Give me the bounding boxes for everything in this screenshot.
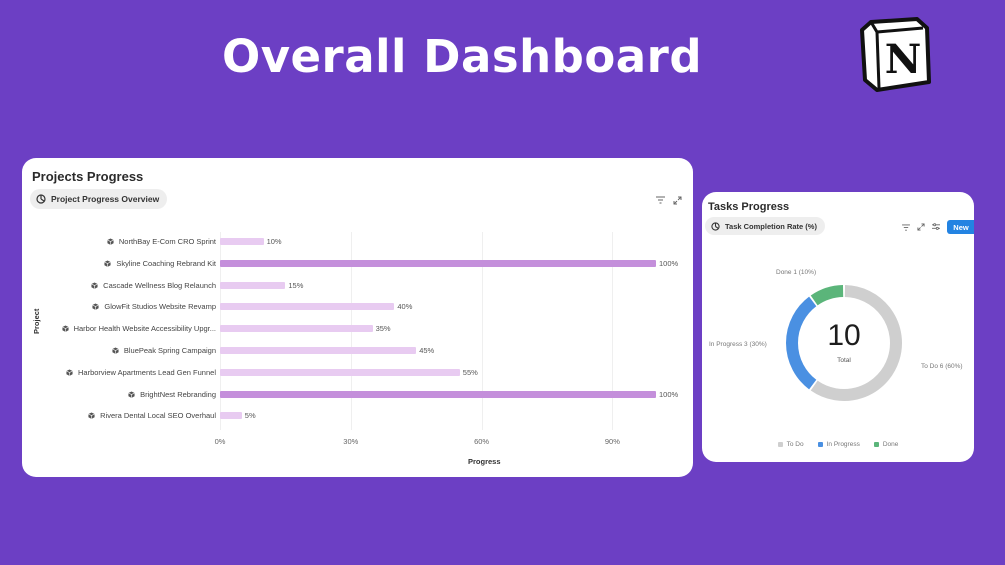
project-row-label[interactable]: NorthBay E-Com CRO Sprint (107, 235, 216, 249)
legend-swatch (777, 442, 783, 447)
donut-slice-to-do[interactable] (810, 285, 902, 401)
cube-icon (104, 260, 112, 267)
bar-value-label: 100% (659, 389, 679, 399)
project-name: Skyline Coaching Rebrand Kit (116, 258, 216, 268)
progress-bar[interactable] (220, 368, 460, 376)
expand-icon[interactable] (671, 194, 683, 206)
x-tick-label: 60% (474, 437, 490, 446)
donut-legend: To Do In Progress Done (702, 441, 974, 448)
project-name: BrightNest Rebranding (140, 389, 216, 399)
project-name: Cascade Wellness Blog Relaunch (103, 280, 216, 290)
legend-swatch (873, 442, 879, 447)
cube-icon (92, 303, 100, 311)
slice-label-done: Done 1 (10%) (776, 269, 817, 276)
project-row-label[interactable]: GlowFit Studios Website Revamp (92, 300, 216, 314)
dashboard-title: Overall Dashboard (221, 30, 703, 83)
tasks-card-title: Tasks Progress (708, 201, 790, 213)
project-row-label[interactable]: BrightNest Rebranding (128, 387, 216, 401)
donut-total-label: Total (837, 357, 851, 364)
legend-swatch (817, 442, 823, 447)
donut-slice-done[interactable] (810, 285, 844, 306)
x-axis-title: Progress (468, 457, 501, 466)
project-row-label[interactable]: Cascade Wellness Blog Relaunch (91, 278, 216, 292)
bar-value-label: 15% (288, 280, 304, 290)
projects-progress-card: Projects Progress Project Progress Overv… (22, 158, 693, 477)
tasks-progress-card: Tasks Progress Task Completion Rate (%) … (702, 192, 974, 462)
cube-icon (91, 282, 98, 289)
settings-sliders-icon[interactable] (930, 221, 942, 233)
y-axis-title: Project (32, 308, 41, 334)
x-tick-label: 0% (214, 437, 226, 446)
project-name: Harbor Health Website Accessibility Upgr… (73, 324, 216, 334)
project-row-label[interactable]: BluePeak Spring Campaign (112, 344, 216, 358)
project-row-label[interactable]: Harborview Apartments Lead Gen Funnel (66, 365, 216, 379)
progress-bar[interactable] (220, 259, 656, 267)
project-row-label[interactable]: Harbor Health Website Accessibility Upgr… (61, 322, 216, 336)
filter-icon[interactable] (654, 194, 666, 206)
legend-label: Done (882, 441, 899, 448)
donut-slice-in-progress[interactable] (786, 296, 817, 390)
tab-label: Task Completion Rate (%) (725, 221, 817, 231)
bar-value-label: 35% (375, 324, 391, 334)
cube-icon (66, 369, 73, 376)
project-name: BluePeak Spring Campaign (123, 346, 216, 355)
projects-card-title: Projects Progress (32, 169, 144, 184)
progress-bar[interactable] (220, 347, 417, 354)
cube-icon (88, 412, 95, 420)
bar-value-label: 10% (266, 237, 282, 246)
cube-icon (107, 238, 114, 245)
bar-value-label: 40% (397, 302, 413, 312)
x-tick-label: 30% (343, 437, 359, 446)
cube-icon (61, 325, 69, 333)
expand-icon[interactable] (915, 221, 927, 233)
chart-pie-icon (711, 221, 720, 231)
notion-logo: N (860, 17, 931, 92)
project-name: NorthBay E-Com CRO Sprint (118, 237, 216, 246)
legend-label: To Do (786, 441, 804, 448)
slice-label-in-progress: In Progress 3 (30%) (709, 341, 767, 348)
progress-bar[interactable] (220, 412, 242, 420)
donut-chart (786, 285, 902, 401)
legend-item-done: Done (873, 441, 899, 448)
project-name: GlowFit Studios Website Revamp (104, 302, 216, 312)
progress-bar[interactable] (220, 325, 373, 333)
notion-logo-letter: N (885, 36, 922, 83)
cube-icon (128, 391, 135, 398)
x-gridline (612, 232, 614, 430)
donut-total-value: 10 (827, 319, 861, 352)
x-gridline (481, 232, 483, 430)
legend-label: In Progress (826, 441, 860, 448)
tab-label: Project Progress Overview (51, 194, 160, 204)
chart-pie-icon (36, 194, 46, 204)
progress-bar[interactable] (220, 281, 286, 289)
project-name: Harborview Apartments Lead Gen Funnel (78, 367, 216, 377)
bar-value-label: 45% (419, 346, 435, 355)
slice-label-to-do: To Do 6 (60%) (921, 363, 963, 370)
cube-icon (112, 347, 119, 354)
bar-value-label: 55% (462, 367, 478, 377)
project-row-label[interactable]: Rivera Dental Local SEO Overhaul (88, 409, 216, 423)
filter-icon[interactable] (900, 221, 912, 233)
legend-item-in-progress: In Progress (817, 441, 860, 448)
tab-project-progress-overview[interactable]: Project Progress Overview (30, 189, 168, 209)
legend-item-to-do: To Do (777, 441, 804, 448)
progress-bar[interactable] (220, 303, 395, 311)
progress-bar[interactable] (220, 238, 264, 245)
bar-value-label: 5% (244, 411, 256, 421)
x-tick-label: 90% (604, 437, 620, 446)
new-button[interactable]: New (947, 220, 974, 234)
bar-value-label: 100% (659, 258, 679, 268)
progress-bar[interactable] (220, 390, 656, 398)
project-row-label[interactable]: Skyline Coaching Rebrand Kit (104, 256, 216, 270)
tab-task-completion-rate[interactable]: Task Completion Rate (%) (705, 217, 825, 235)
project-name: Rivera Dental Local SEO Overhaul (100, 411, 216, 421)
